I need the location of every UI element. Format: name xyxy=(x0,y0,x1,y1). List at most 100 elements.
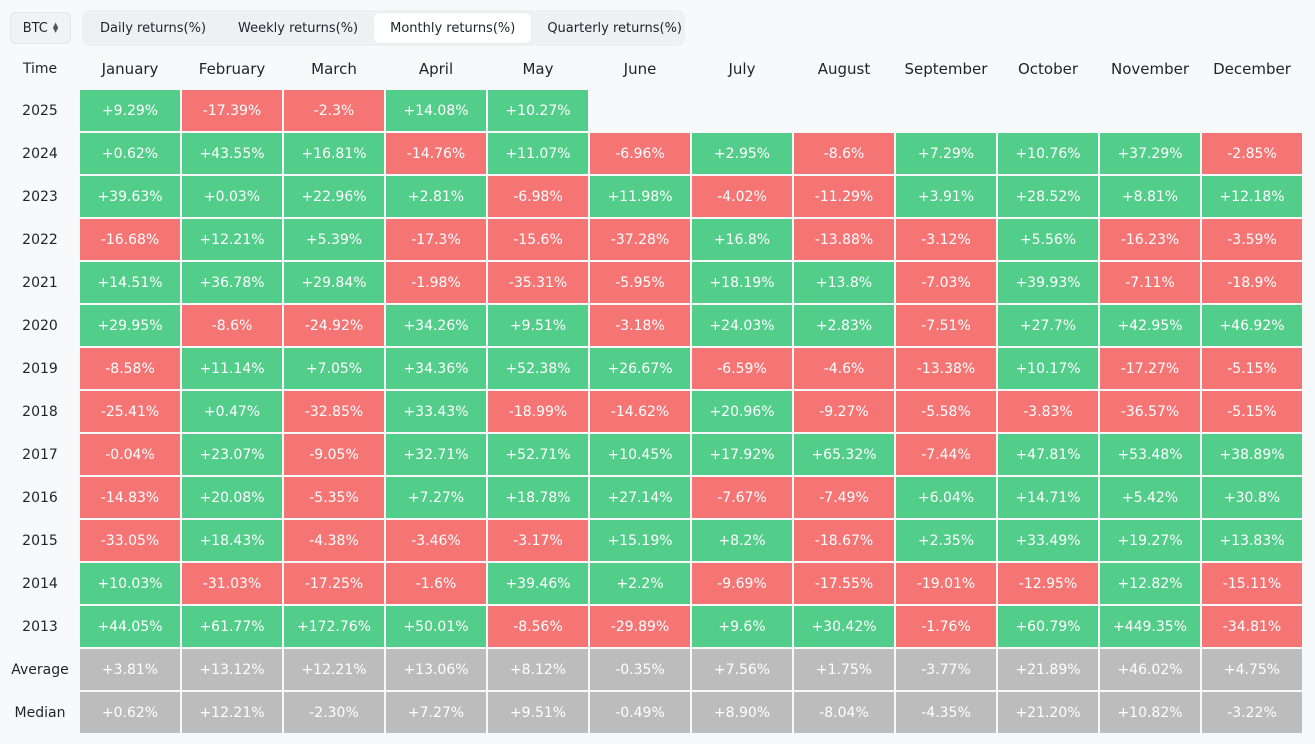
return-cell: -5.58% xyxy=(896,391,996,432)
tab-weekly-returns[interactable]: Weekly returns(%) xyxy=(238,20,359,36)
return-cell: +11.14% xyxy=(182,348,282,389)
tab-quarterly-returns[interactable]: Quarterly returns(%) xyxy=(547,20,683,36)
summary-cell: +46.02% xyxy=(1100,649,1200,690)
month-header: November xyxy=(1110,60,1190,78)
return-cell: +5.42% xyxy=(1100,477,1200,518)
return-cell: -25.41% xyxy=(80,391,180,432)
return-cell: -12.95% xyxy=(998,563,1098,604)
month-header: August xyxy=(817,60,871,78)
return-cell: +53.48% xyxy=(1100,434,1200,475)
return-cell: -4.02% xyxy=(692,176,792,217)
return-cell: +10.27% xyxy=(488,90,588,131)
return-cell: -6.59% xyxy=(692,348,792,389)
return-cell: +9.51% xyxy=(488,305,588,346)
return-cell: -35.31% xyxy=(488,262,588,303)
return-cell: -14.83% xyxy=(80,477,180,518)
summary-cell: +12.21% xyxy=(182,692,282,733)
return-cell xyxy=(1100,90,1200,131)
return-cell: -3.18% xyxy=(590,305,690,346)
month-header: January xyxy=(101,60,159,78)
return-cell: +30.8% xyxy=(1202,477,1302,518)
return-cell: +449.35% xyxy=(1100,606,1200,647)
month-header: July xyxy=(728,60,756,78)
asset-select[interactable]: BTC ▲ ▼ xyxy=(10,12,71,44)
return-cell: +10.76% xyxy=(998,133,1098,174)
return-cell: +10.45% xyxy=(590,434,690,475)
return-cell: -3.12% xyxy=(896,219,996,260)
return-cell: -7.03% xyxy=(896,262,996,303)
return-cell: +24.03% xyxy=(692,305,792,346)
tab-daily-returns[interactable]: Daily returns(%) xyxy=(100,20,207,36)
return-cell: -18.99% xyxy=(488,391,588,432)
return-cell: +42.95% xyxy=(1100,305,1200,346)
year-label: 2016 xyxy=(22,489,58,506)
return-cell: +0.47% xyxy=(182,391,282,432)
return-cell: +7.05% xyxy=(284,348,384,389)
return-cell: -1.76% xyxy=(896,606,996,647)
summary-cell: +7.27% xyxy=(386,692,486,733)
summary-cell: +7.56% xyxy=(692,649,792,690)
summary-cell: -3.77% xyxy=(896,649,996,690)
return-cell: +60.79% xyxy=(998,606,1098,647)
return-cell xyxy=(794,90,894,131)
return-cell: -4.6% xyxy=(794,348,894,389)
return-cell: +9.6% xyxy=(692,606,792,647)
return-cell: +18.43% xyxy=(182,520,282,561)
return-cell: -19.01% xyxy=(896,563,996,604)
year-label: 2025 xyxy=(22,102,58,119)
return-cell: +12.82% xyxy=(1100,563,1200,604)
return-cell: +39.93% xyxy=(998,262,1098,303)
year-label: 2014 xyxy=(22,575,58,592)
return-cell: -6.96% xyxy=(590,133,690,174)
summary-cell: -0.35% xyxy=(590,649,690,690)
tab-monthly-returns[interactable]: Monthly returns(%) xyxy=(374,13,532,43)
return-cell: +2.35% xyxy=(896,520,996,561)
return-cell: -2.3% xyxy=(284,90,384,131)
return-cell: +29.95% xyxy=(80,305,180,346)
return-cell: +30.42% xyxy=(794,606,894,647)
return-cell: -9.27% xyxy=(794,391,894,432)
return-cell: -13.88% xyxy=(794,219,894,260)
return-cell: -18.67% xyxy=(794,520,894,561)
summary-row: Average +3.81% +13.12% +12.21% +13.06% +8.12%… xyxy=(0,648,1304,691)
return-cell xyxy=(896,90,996,131)
return-cell: -36.57% xyxy=(1100,391,1200,432)
return-cell: -5.95% xyxy=(590,262,690,303)
return-cell: -6.98% xyxy=(488,176,588,217)
return-cell: -17.3% xyxy=(386,219,486,260)
summary-cell: +8.12% xyxy=(488,649,588,690)
return-cell: +2.2% xyxy=(590,563,690,604)
summary-cell: +3.81% xyxy=(80,649,180,690)
return-cell: -15.6% xyxy=(488,219,588,260)
return-cell: +10.03% xyxy=(80,563,180,604)
return-cell: +34.36% xyxy=(386,348,486,389)
return-cell: -18.9% xyxy=(1202,262,1302,303)
year-label: 2013 xyxy=(22,618,58,635)
return-cell: +32.71% xyxy=(386,434,486,475)
return-cell: +26.67% xyxy=(590,348,690,389)
table-row: 2014 +10.03% -31.03% -17.25% -1.6% +39.46% +2.… xyxy=(0,562,1304,605)
summary-cell: +0.62% xyxy=(80,692,180,733)
month-header: March xyxy=(311,60,357,78)
return-cell: -9.05% xyxy=(284,434,384,475)
return-cell: +52.71% xyxy=(488,434,588,475)
return-cell: +29.84% xyxy=(284,262,384,303)
return-cell: +172.76% xyxy=(284,606,384,647)
month-header: June xyxy=(623,60,657,78)
return-cell: -29.89% xyxy=(590,606,690,647)
year-label: 2020 xyxy=(22,317,58,334)
return-cell: +9.29% xyxy=(80,90,180,131)
month-header: September xyxy=(904,60,988,78)
return-cell: -16.23% xyxy=(1100,219,1200,260)
return-cell: +16.8% xyxy=(692,219,792,260)
return-cell: -5.15% xyxy=(1202,348,1302,389)
return-cell: +0.03% xyxy=(182,176,282,217)
return-cell: +13.83% xyxy=(1202,520,1302,561)
return-cell: +19.27% xyxy=(1100,520,1200,561)
return-cell: -5.15% xyxy=(1202,391,1302,432)
return-cell: +13.8% xyxy=(794,262,894,303)
return-cell: -3.46% xyxy=(386,520,486,561)
month-header: February xyxy=(198,60,266,78)
summary-cell: -0.49% xyxy=(590,692,690,733)
return-cell: +23.07% xyxy=(182,434,282,475)
